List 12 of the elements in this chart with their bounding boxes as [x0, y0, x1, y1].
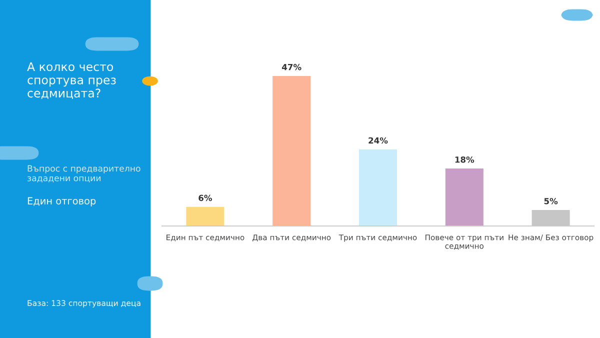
text: Един отговор	[28, 197, 96, 206]
data-label: 18%	[455, 156, 474, 163]
text: Въпрос с предварително зададени опции	[28, 165, 140, 182]
chart-title: А колко често спортува през седмицата?	[27, 62, 116, 100]
bar	[445, 168, 484, 226]
data-label: 6%	[198, 194, 212, 202]
bar	[272, 76, 311, 226]
bar	[186, 206, 224, 226]
data-label: 24%	[368, 137, 388, 144]
data-label: 47%	[282, 64, 302, 70]
data-label: 5%	[544, 198, 558, 204]
bar	[358, 149, 398, 226]
